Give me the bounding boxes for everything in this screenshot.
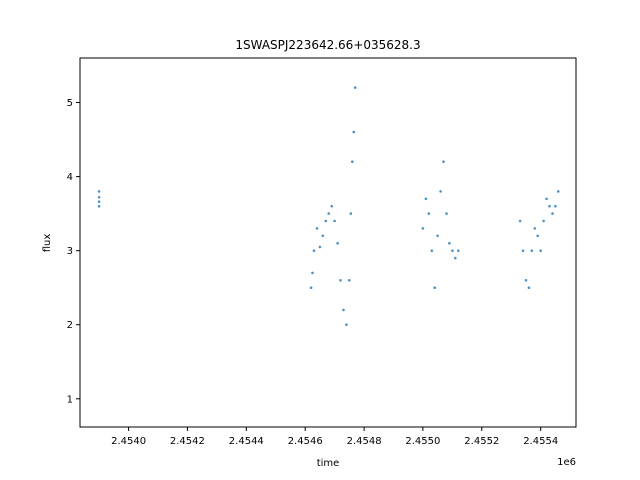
data-point [554, 204, 557, 208]
data-point [97, 190, 101, 193]
data-point [457, 249, 460, 252]
data-point [324, 219, 328, 223]
x-tick-label: 2.4544 [229, 436, 264, 447]
data-point [348, 279, 351, 282]
data-point [442, 160, 445, 163]
data-point [557, 190, 560, 193]
chart-title: 1SWASPJ223642.66+035628.3 [235, 38, 420, 52]
data-point [448, 241, 451, 245]
data-point [545, 197, 548, 201]
x-tick-label: 2.4550 [405, 436, 440, 447]
data-point [539, 249, 542, 252]
x-tick-label: 2.4554 [523, 436, 558, 447]
data-point [548, 204, 551, 208]
data-point [97, 200, 101, 203]
data-point [352, 130, 356, 134]
data-point [521, 249, 525, 252]
data-point [353, 86, 357, 89]
data-point [342, 308, 345, 312]
x-tick-label: 2.4548 [347, 436, 382, 447]
data-point [97, 204, 101, 208]
data-point [336, 241, 339, 245]
data-point [318, 245, 322, 249]
data-point [518, 219, 522, 223]
data-point [339, 279, 342, 282]
data-point [312, 249, 316, 252]
data-point [421, 227, 425, 230]
data-point [327, 212, 331, 215]
data-point [309, 286, 313, 290]
y-axis-label: flux [42, 234, 53, 253]
data-point [424, 197, 428, 201]
data-point [311, 271, 314, 275]
data-point [454, 256, 457, 260]
data-point [536, 234, 539, 238]
data-point [351, 160, 354, 163]
data-point [315, 227, 319, 230]
x-axis-label: time [317, 458, 340, 469]
data-points [97, 86, 560, 327]
data-point [430, 249, 434, 252]
data-point [533, 227, 537, 230]
data-point [551, 212, 554, 215]
data-point [345, 323, 348, 327]
data-point [527, 286, 531, 290]
data-point [321, 234, 325, 238]
data-point [333, 219, 336, 223]
x-tick-label: 2.4546 [288, 436, 323, 447]
data-point [542, 219, 545, 223]
data-point [330, 204, 334, 208]
data-point [436, 234, 439, 238]
x-tick-label: 2.4540 [111, 436, 146, 447]
data-point [427, 212, 431, 215]
y-tick-label: 2 [67, 320, 73, 331]
x-tick-label: 2.4542 [170, 436, 205, 447]
data-point [445, 212, 448, 215]
data-point [530, 249, 534, 252]
data-point [439, 190, 442, 193]
plot-area-frame [79, 57, 577, 428]
data-point [524, 279, 528, 282]
y-axis-ticks: 1 2 3 4 5 [67, 98, 80, 405]
data-point [451, 249, 454, 252]
x-axis-ticks: 2.4540 2.4542 2.4544 2.4546 2.4548 2.4550 2.45… [111, 427, 558, 447]
y-tick-label: 1 [67, 394, 73, 405]
data-point [349, 212, 353, 215]
data-point [97, 196, 101, 199]
y-tick-label: 3 [67, 246, 73, 257]
x-tick-label: 2.4552 [464, 436, 499, 447]
y-tick-label: 5 [67, 98, 73, 109]
y-tick-label: 4 [67, 172, 73, 183]
x-axis-offset-label: 1e6 [557, 457, 576, 468]
data-point [433, 286, 437, 290]
